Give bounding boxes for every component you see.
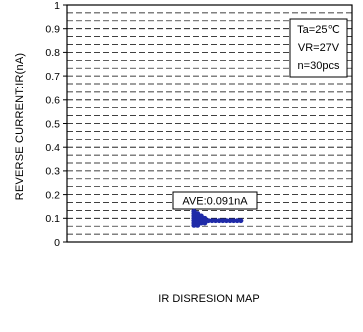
y-tick-label: 0.5 xyxy=(45,118,60,130)
y-tick-label: 0 xyxy=(54,237,60,249)
y-tick-label: 0.3 xyxy=(45,166,60,178)
data-points xyxy=(191,208,244,228)
y-tick-label: 0.6 xyxy=(45,95,60,107)
data-point xyxy=(231,218,237,224)
data-point xyxy=(209,218,215,224)
data-point xyxy=(213,218,219,224)
conditions-box xyxy=(289,18,348,78)
y-tick-label: 0.7 xyxy=(45,71,60,83)
data-point xyxy=(216,218,222,224)
condition-line: VR=27V xyxy=(298,42,340,54)
y-tick-label: 0.1 xyxy=(45,213,60,225)
average-annotation: AVE:0.091nA xyxy=(172,191,258,210)
y-axis-title: REVERSE CURRENT:IR(nA) xyxy=(14,53,26,200)
data-point xyxy=(205,218,211,224)
data-point xyxy=(223,218,229,224)
average-label: AVE:0.091nA xyxy=(182,196,248,208)
condition-line: n=30pcs xyxy=(298,60,340,72)
condition-line: Ta=25℃ xyxy=(297,24,340,36)
data-point xyxy=(220,218,226,224)
y-tick-label: 0.2 xyxy=(45,189,60,201)
conditions-legend: Ta=25℃ VR=27V n=30pcs xyxy=(289,18,348,78)
data-point xyxy=(202,220,208,226)
data-point xyxy=(238,218,244,224)
average-box xyxy=(172,191,258,210)
data-point xyxy=(234,218,240,224)
data-point xyxy=(195,223,201,228)
chart-caption: IR DISRESION MAP xyxy=(158,293,259,305)
data-point xyxy=(191,223,197,228)
y-axis: 0 0.1 0.2 0.3 0.4 0.5 0.6 0.7 0.8 0.9 1 xyxy=(45,0,67,249)
data-point xyxy=(198,220,204,226)
y-tick-label: 0.9 xyxy=(45,24,60,36)
y-tick-label: 0.8 xyxy=(45,47,60,59)
y-tick-label: 1 xyxy=(54,0,60,12)
data-point xyxy=(227,218,233,224)
y-tick-label: 0.4 xyxy=(45,142,60,154)
